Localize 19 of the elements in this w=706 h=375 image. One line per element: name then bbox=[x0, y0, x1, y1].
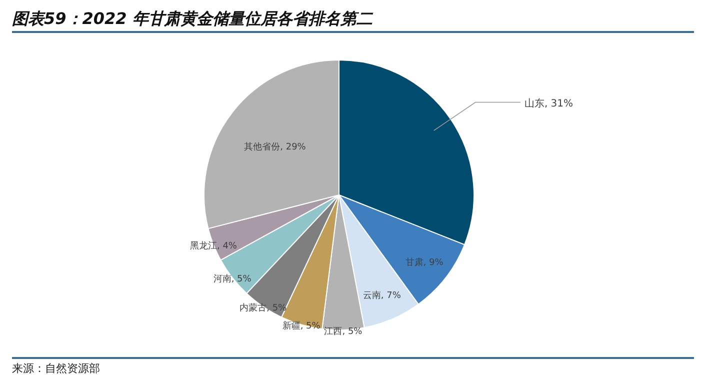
category-label: 其他省份 bbox=[244, 142, 280, 152]
data-label: , 9% bbox=[423, 258, 444, 268]
category-label: 黑龙江 bbox=[190, 242, 217, 252]
category-label: 云南 bbox=[362, 291, 381, 302]
data-label: , 5% bbox=[231, 274, 252, 285]
data-label: , 5% bbox=[342, 326, 362, 337]
category-label: 新疆 bbox=[282, 322, 300, 332]
category-label: 河南 bbox=[213, 274, 232, 285]
category-label: 甘肃 bbox=[405, 258, 424, 268]
category-label: 内蒙古 bbox=[240, 304, 267, 314]
annotation: 来源：自然资源部 bbox=[12, 362, 100, 375]
category-label: 江西 bbox=[324, 326, 342, 337]
data-label: , 5% bbox=[266, 304, 287, 314]
data-label: , 31% bbox=[544, 98, 574, 110]
data-label: , 7% bbox=[380, 291, 401, 302]
title: 图表59：2022 年甘肃黄金储量位居各省排名第二 bbox=[12, 9, 372, 28]
category-label: 山东 bbox=[524, 98, 544, 110]
data-label: , 29% bbox=[280, 142, 306, 152]
data-label: , 4% bbox=[216, 242, 237, 252]
